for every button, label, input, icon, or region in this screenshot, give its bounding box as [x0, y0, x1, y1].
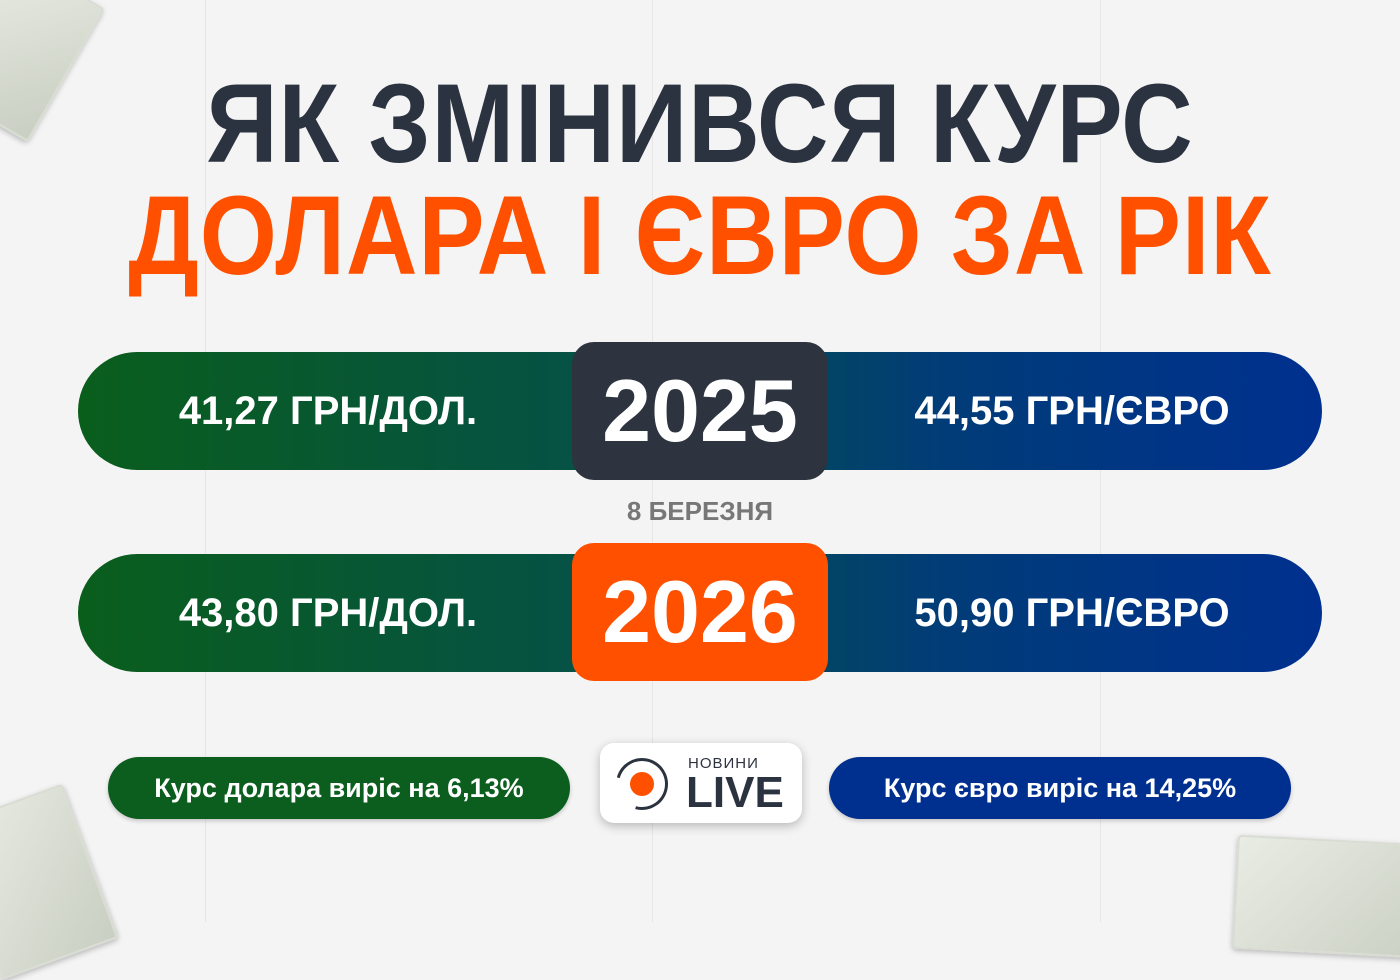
title-line-1: ЯК ЗМІНИВСЯ КУРС — [206, 61, 1194, 186]
eur-rate: 44,55 ГРН/ЄВРО — [914, 389, 1230, 433]
logo-dot-icon — [630, 772, 654, 796]
logo-top-text: НОВИНИ — [688, 755, 759, 772]
novyny-live-logo: НОВИНИ LIVE — [600, 743, 802, 823]
usd-change-summary: Курс долара виріс на 6,13% — [108, 757, 570, 819]
title-line-2: ДОЛАРА І ЄВРО ЗА РІК — [128, 173, 1272, 298]
date-label: 8 БЕРЕЗНЯ — [626, 496, 774, 526]
usd-rate: 43,80 ГРН/ДОЛ. — [178, 591, 478, 635]
dollar-bill-image — [0, 783, 119, 980]
logo-main-text: LIVE — [686, 768, 784, 817]
usd-rate: 41,27 ГРН/ДОЛ. — [178, 389, 478, 433]
year-badge: 2025 — [572, 342, 828, 480]
eur-change-summary: Курс євро виріс на 14,25% — [829, 757, 1291, 819]
year-badge: 2026 — [572, 543, 828, 681]
dollar-bill-image — [1232, 834, 1400, 960]
eur-rate: 50,90 ГРН/ЄВРО — [914, 591, 1230, 635]
